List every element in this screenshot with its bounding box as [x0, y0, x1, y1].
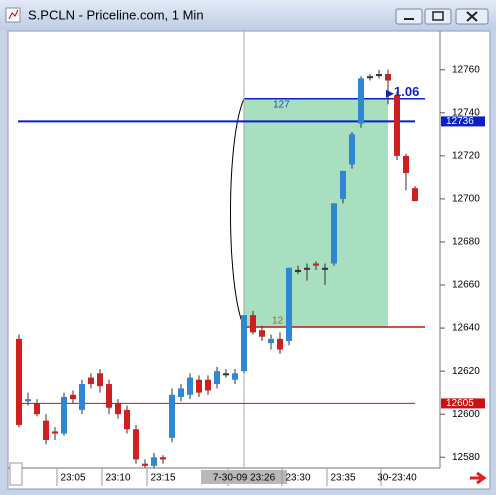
candle-body: [313, 263, 319, 266]
x-tick-label: 30-23:40: [377, 473, 417, 484]
candle-body: [16, 338, 22, 425]
maximize-button[interactable]: [424, 8, 452, 25]
y-tick-label: 12760: [452, 64, 480, 75]
candle-body: [331, 203, 337, 264]
candle-body: [214, 371, 220, 385]
candle-body: [97, 373, 103, 387]
scroll-right-arrow[interactable]: [470, 471, 487, 485]
candle-body: [340, 170, 346, 199]
candle-body: [277, 338, 283, 350]
window-title: S.PCLN - Priceline.com, 1 Min: [28, 7, 204, 22]
y-tick-label: 12720: [452, 150, 480, 161]
range-bottom-label: 12: [272, 316, 284, 327]
change-label: 1.06: [394, 84, 419, 99]
candle-body: [322, 267, 328, 270]
level-tag: [441, 398, 485, 409]
candle-body: [187, 377, 193, 395]
candle-body: [394, 95, 400, 156]
candle-body: [142, 463, 148, 466]
close-glyph: [466, 11, 478, 22]
candle-body: [196, 379, 202, 393]
candle-body: [385, 74, 391, 81]
y-tick-label: 12580: [452, 452, 480, 463]
candle-body: [88, 377, 94, 385]
range-box: [244, 98, 388, 327]
x-tick-label: 7-30-09 23:26: [213, 473, 276, 484]
candle-body: [205, 379, 211, 391]
candle-body: [259, 330, 265, 337]
candle-body: [250, 315, 256, 333]
candle-body: [358, 78, 364, 124]
candle-body: [304, 267, 310, 270]
range-top-label: 127: [273, 99, 290, 110]
candle-body: [160, 457, 166, 460]
candle-body: [61, 396, 67, 434]
candle-body: [70, 394, 76, 400]
range-arc: [230, 98, 245, 328]
candle-body: [223, 373, 229, 376]
candle-body: [52, 431, 58, 434]
maximize-glyph: [432, 11, 444, 21]
x-tick-label: 23:10: [105, 473, 130, 484]
candle-body: [106, 384, 112, 408]
candle-body: [133, 429, 139, 460]
y-tick-label: 12660: [452, 280, 480, 291]
candle-body: [169, 394, 175, 438]
candle-body: [124, 409, 130, 430]
level-tag: [441, 116, 485, 127]
candle-body: [79, 384, 85, 410]
y-tick-label: 12620: [452, 366, 480, 377]
candle-body: [349, 134, 355, 165]
level-tag-label: 12605: [446, 398, 474, 409]
level-tag-label: 12736: [446, 116, 474, 127]
app-icon-glyph: [8, 9, 19, 20]
candle-body: [367, 76, 373, 79]
minimize-button[interactable]: [395, 8, 423, 25]
y-tick-label: 12680: [452, 237, 480, 248]
x-tick-label: 23:35: [330, 473, 355, 484]
candle-body: [403, 155, 409, 174]
y-tick-label: 12740: [452, 107, 480, 118]
candle-body: [34, 403, 40, 415]
y-tick-label: 12600: [452, 409, 480, 420]
candle-body: [43, 420, 49, 441]
candle-body: [268, 338, 274, 344]
y-tick-label: 12640: [452, 323, 480, 334]
scroll-handle[interactable]: [9, 462, 23, 486]
candle-body: [232, 373, 238, 380]
cursor-label-box: [201, 470, 287, 484]
candle-body: [376, 74, 382, 77]
candle-body: [115, 403, 121, 415]
candle-body: [25, 399, 31, 402]
x-tick-label: 23:30: [285, 473, 310, 484]
x-tick-label: 23:15: [150, 473, 175, 484]
candle-body: [295, 269, 301, 272]
candle-body: [286, 267, 292, 341]
candle-body: [241, 315, 247, 372]
candle-body: [151, 457, 157, 466]
candle-body: [412, 188, 418, 202]
candle-body: [178, 388, 184, 397]
y-tick-label: 12700: [452, 194, 480, 205]
x-tick-label: 23:05: [60, 473, 85, 484]
